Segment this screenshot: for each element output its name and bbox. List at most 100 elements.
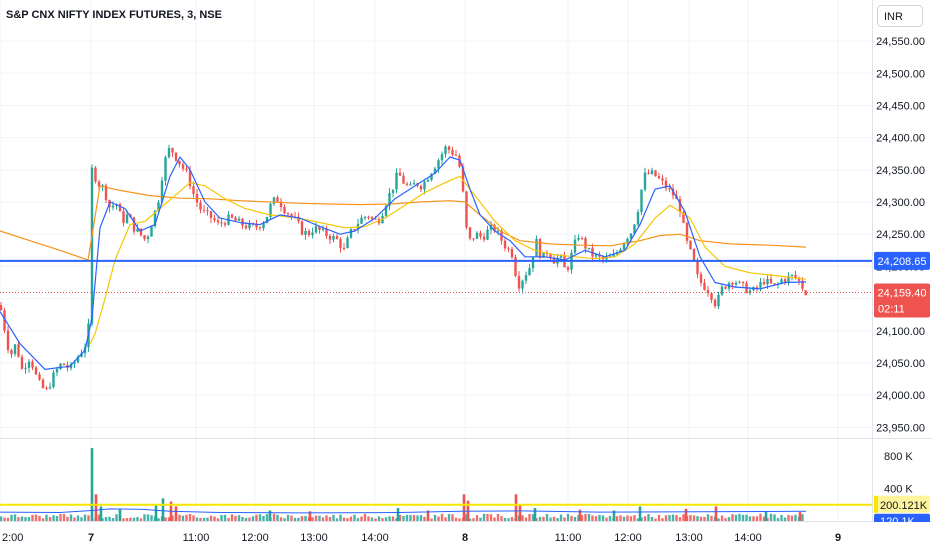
volume-bar	[769, 513, 773, 521]
candle-down	[668, 188, 671, 190]
volume-bar	[384, 517, 388, 521]
volume-bar	[454, 517, 458, 521]
candle-up	[321, 228, 325, 230]
candle-up	[577, 237, 580, 240]
volume-bar	[650, 516, 654, 521]
candle-down	[458, 155, 461, 167]
volume-bar	[286, 514, 290, 521]
candle-up	[496, 230, 500, 232]
volume-bar	[76, 515, 80, 521]
symbol-title[interactable]: S&P CNX NIFTY INDEX FUTURES, 3, NSE	[6, 9, 222, 21]
volume-bar	[377, 516, 381, 521]
candle-up	[640, 189, 643, 213]
candle-up	[136, 228, 139, 232]
volume-bar	[59, 513, 62, 521]
volume-bar	[549, 517, 552, 521]
candle-up	[24, 367, 27, 369]
price-axis[interactable]: 23,950.00 24,000.00 24,050.00 24,100.00 24,1…	[874, 36, 930, 528]
candle-down	[706, 289, 710, 294]
volume-bar	[17, 517, 20, 521]
volume-bar	[237, 515, 241, 521]
volume-bar	[430, 518, 433, 521]
volume-bar	[321, 517, 325, 521]
volume-bar	[3, 517, 6, 521]
volume-bar	[97, 514, 101, 521]
volume-bar	[608, 515, 612, 521]
volume-bar	[633, 515, 636, 521]
volume-bar	[325, 515, 328, 521]
time-axis[interactable]: 2:00 7 11:00 12:00 13:00 14:00 8 11:00 12:00 13:0…	[0, 522, 932, 550]
candle-down	[178, 160, 181, 165]
volume-bar	[573, 516, 577, 521]
x-tick-label: 11:00	[555, 532, 582, 544]
volume-bar	[587, 514, 591, 521]
candle-down	[3, 310, 6, 331]
volume-bar	[276, 514, 279, 521]
volume-bar	[692, 515, 696, 521]
candle-down	[447, 146, 451, 150]
candle-down	[230, 214, 234, 218]
volume-bar	[202, 517, 206, 521]
candle-down	[468, 227, 472, 239]
candle-down	[297, 216, 300, 222]
volume-bar	[279, 517, 283, 521]
volume-bar	[241, 516, 244, 521]
volume-bar	[367, 516, 370, 521]
candle-down	[199, 202, 202, 210]
candle-up	[619, 249, 622, 253]
volume-bar	[244, 517, 248, 521]
volume-bar	[465, 514, 468, 521]
volume-bar	[83, 514, 87, 521]
volume-bar	[374, 518, 377, 521]
volume-bar	[521, 515, 524, 521]
candle-down	[370, 217, 374, 219]
volume-bar	[342, 517, 346, 521]
volume-bar	[724, 518, 727, 521]
volume-bar	[535, 518, 538, 521]
volume-bar	[381, 518, 384, 521]
candle-up	[59, 363, 62, 369]
volume-bar	[80, 517, 83, 521]
candle-up	[269, 203, 272, 217]
volume-bar	[396, 508, 400, 521]
volume-bar	[720, 515, 724, 521]
volume-bar	[566, 513, 570, 521]
candle-down	[454, 154, 458, 156]
candle-up	[650, 170, 654, 174]
volume-bar	[489, 514, 493, 521]
candle-down	[682, 212, 685, 223]
candle-down	[17, 344, 20, 357]
candle-up	[55, 368, 59, 373]
time-axis-bg	[0, 522, 932, 550]
candle-up	[265, 216, 269, 224]
volume-bar	[787, 514, 790, 521]
candle-up	[248, 223, 251, 229]
candle-down	[325, 228, 328, 236]
last-price-label-bg	[874, 283, 930, 318]
x-tick-label: 14:00	[361, 532, 389, 544]
currency-button[interactable]: INR	[877, 5, 923, 27]
candle-up	[748, 290, 752, 294]
volume-bar	[507, 518, 510, 521]
candle-up	[384, 205, 388, 216]
candle-up	[395, 172, 398, 190]
hline-price-label: 24,208.65	[878, 256, 927, 268]
volume-bar	[230, 514, 234, 521]
candle-down	[402, 175, 405, 184]
candle-down	[689, 240, 692, 249]
volume-bar	[594, 516, 598, 521]
volume-bar	[664, 515, 668, 521]
volume-bar	[24, 517, 27, 521]
volume-bar	[533, 508, 537, 521]
volume-bar	[423, 516, 426, 521]
candle-down	[318, 226, 321, 230]
x-tick-label: 2:00	[2, 532, 23, 544]
volume-bar	[433, 514, 437, 521]
volume-bar	[122, 518, 125, 521]
candle-down	[118, 203, 122, 212]
candle-up	[80, 353, 83, 357]
y-tick-label: 24,450.00	[876, 100, 925, 112]
volume-bar	[125, 518, 129, 521]
volume-bar	[265, 514, 269, 521]
